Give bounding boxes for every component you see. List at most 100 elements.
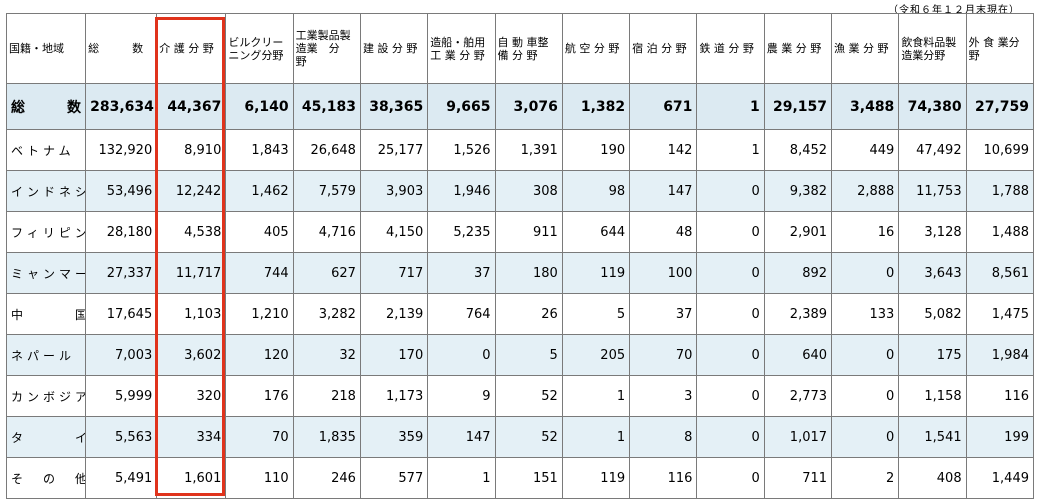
row-country-name: フィリピン (5, 211, 87, 253)
row-country-name: タ イ (5, 416, 87, 458)
value-cell: 2,139 (359, 293, 429, 335)
value-cell: 3 (629, 375, 698, 417)
value-cell: 1,391 (494, 129, 563, 171)
header-cell: 総 数 (85, 13, 158, 84)
value-cell: 52 (494, 416, 563, 458)
value-cell: 764 (427, 293, 496, 335)
table-row: ベトナム 132,920 8,910 1,843 26,648 25,177 1,526 1,… (5, 129, 1035, 171)
value-cell: 359 (359, 416, 429, 458)
value-cell: 10,699 (965, 129, 1035, 171)
value-cell: 2,888 (831, 170, 900, 212)
value-cell: 1,382 (561, 83, 631, 130)
value-cell: 9,382 (763, 170, 833, 212)
care-value-cell: 8,910 (156, 129, 227, 171)
value-cell: 0 (696, 375, 765, 417)
value-cell: 27,337 (85, 252, 158, 294)
row-country-name: ミャンマー (5, 252, 87, 294)
value-cell: 6,140 (225, 83, 294, 130)
value-cell: 1,017 (763, 416, 833, 458)
value-cell: 3,643 (898, 252, 967, 294)
value-cell: 1,788 (965, 170, 1035, 212)
header-cell: 宿 泊 分 野 (629, 13, 698, 84)
value-cell: 110 (225, 457, 294, 499)
value-cell: 0 (831, 334, 900, 376)
care-value-cell: 11,717 (156, 252, 227, 294)
value-cell: 27,759 (965, 83, 1035, 130)
value-cell: 0 (696, 457, 765, 499)
header-cell: 航 空 分 野 (561, 13, 631, 84)
header-cell: 建 設 分 野 (359, 13, 429, 84)
value-cell: 176 (225, 375, 294, 417)
value-cell: 38,365 (359, 83, 429, 130)
value-cell: 0 (696, 334, 765, 376)
value-cell: 5,082 (898, 293, 967, 335)
value-cell: 0 (831, 375, 900, 417)
value-cell: 26,648 (292, 129, 361, 171)
value-cell: 911 (494, 211, 563, 253)
value-cell: 100 (629, 252, 698, 294)
value-cell: 16 (831, 211, 900, 253)
value-cell: 25,177 (359, 129, 429, 171)
value-cell: 283,634 (85, 83, 158, 130)
value-cell: 218 (292, 375, 361, 417)
value-cell: 2,389 (763, 293, 833, 335)
value-cell: 190 (561, 129, 631, 171)
header-cell: 鉄 道 分 野 (696, 13, 765, 84)
value-cell: 8 (629, 416, 698, 458)
value-cell: 119 (561, 457, 631, 499)
header-cell: 飲食料品製造業分野 (898, 13, 967, 84)
value-cell: 0 (696, 252, 765, 294)
value-cell: 246 (292, 457, 361, 499)
value-cell: 119 (561, 252, 631, 294)
value-cell: 5,563 (85, 416, 158, 458)
value-cell: 0 (696, 293, 765, 335)
value-cell: 1,462 (225, 170, 294, 212)
value-cell: 449 (831, 129, 900, 171)
header-cell: ビルクリーニング分野 (225, 13, 294, 84)
header-cell: 介 護 分 野 (156, 13, 227, 84)
header-cell: 自 動 車整 備 分 野 (494, 13, 563, 84)
care-value-cell: 44,367 (156, 83, 227, 130)
value-cell: 3,903 (359, 170, 429, 212)
value-cell: 5,999 (85, 375, 158, 417)
value-cell: 142 (629, 129, 698, 171)
value-cell: 711 (763, 457, 833, 499)
header-cell: 工業製品製造業 分 野 (292, 13, 361, 84)
total-row: 総 数283,63444,3676,14045,18338,3659,6653,… (5, 83, 1035, 130)
value-cell: 5 (494, 334, 563, 376)
value-cell: 1,526 (427, 129, 496, 171)
table-row: インドネシア53,49612,2421,4627,5793,9031,94630… (5, 170, 1035, 212)
value-cell: 132,920 (85, 129, 158, 171)
table-row: ネパール 7,003 3,602 120 32 170 0 5 205 70 0 640 0 175 1,9… (5, 334, 1035, 376)
value-cell: 74,380 (898, 83, 967, 130)
value-cell: 53,496 (85, 170, 158, 212)
value-cell: 1 (696, 129, 765, 171)
value-cell: 120 (225, 334, 294, 376)
value-cell: 0 (831, 252, 900, 294)
value-cell: 199 (965, 416, 1035, 458)
value-cell: 9 (427, 375, 496, 417)
value-cell: 1,946 (427, 170, 496, 212)
value-cell: 2 (831, 457, 900, 499)
value-cell: 0 (696, 416, 765, 458)
table-row: フィリピン 28,180 4,538 405 4,716 4,150 5,235 911 644… (5, 211, 1035, 253)
value-cell: 1,835 (292, 416, 361, 458)
value-cell: 1,475 (965, 293, 1035, 335)
value-cell: 1 (427, 457, 496, 499)
value-cell: 175 (898, 334, 967, 376)
value-cell: 2,773 (763, 375, 833, 417)
value-cell: 7,579 (292, 170, 361, 212)
value-cell: 1 (561, 416, 631, 458)
value-cell: 0 (696, 211, 765, 253)
value-cell: 116 (965, 375, 1035, 417)
value-cell: 47,492 (898, 129, 967, 171)
value-cell: 5 (561, 293, 631, 335)
value-cell: 627 (292, 252, 361, 294)
value-cell: 151 (494, 457, 563, 499)
value-cell: 1,173 (359, 375, 429, 417)
value-cell: 1,541 (898, 416, 967, 458)
value-cell: 0 (831, 416, 900, 458)
table-header: 国籍・地域総 数介 護 分 野ビルクリーニング分野 工業製品製造業 分 野建 設 … (5, 13, 1035, 84)
table-row: ミャンマー 27,337 11,717 744 627 717 37 180 119 100 0 89… (5, 252, 1035, 294)
row-country-name: インドネシア (5, 170, 87, 212)
